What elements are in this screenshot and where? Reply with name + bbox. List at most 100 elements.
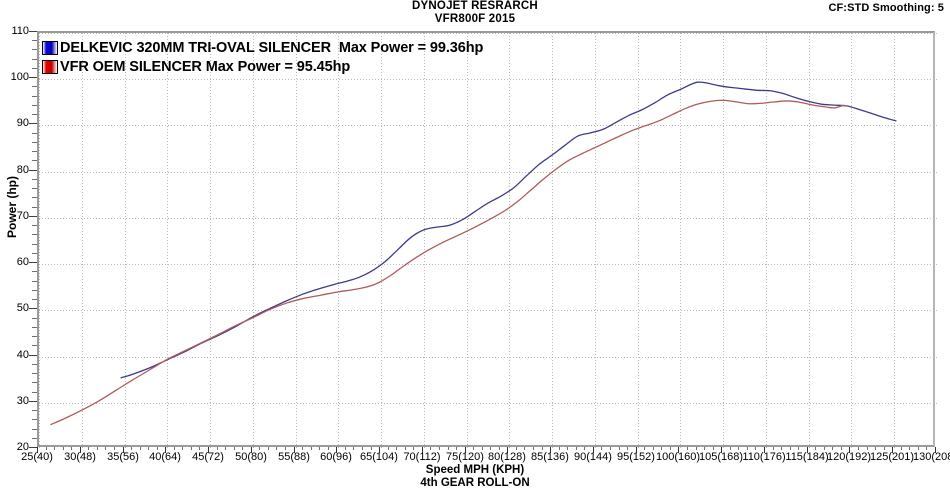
x-minor-tick — [738, 447, 739, 450]
x-tick-label: 65(104) — [360, 451, 398, 463]
x-minor-tick — [601, 447, 602, 450]
y-tick-label: 50 — [16, 302, 29, 314]
x-minor-tick — [790, 447, 791, 450]
y-minor-tick — [32, 142, 37, 143]
x-minor-tick — [54, 447, 55, 450]
x-minor-tick — [63, 447, 64, 450]
x-minor-tick — [148, 447, 149, 450]
x-minor-tick — [362, 447, 363, 450]
x-tick-label: 110(176) — [742, 451, 786, 463]
x-major-tick — [721, 447, 722, 453]
x-minor-tick — [524, 447, 525, 450]
y-major-tick — [29, 77, 37, 78]
x-tick-label: 60(96) — [320, 451, 352, 463]
x-tick-label: 35(56) — [107, 451, 139, 463]
plot-area — [37, 31, 937, 449]
x-major-tick — [678, 447, 679, 453]
cf-smoothing-label: CF:STD Smoothing: 5 — [828, 2, 944, 14]
x-minor-tick — [644, 447, 645, 450]
x-minor-tick — [448, 447, 449, 450]
y-minor-tick — [32, 151, 37, 152]
x-minor-tick — [584, 447, 585, 450]
x-major-tick — [507, 447, 508, 453]
y-minor-tick — [32, 244, 37, 245]
x-minor-tick — [388, 447, 389, 450]
x-minor-tick — [217, 447, 218, 450]
x-tick-label: 30(48) — [64, 451, 96, 463]
y-minor-tick — [32, 290, 37, 291]
x-axis-subtitle: 4th GEAR ROLL-ON — [420, 477, 530, 489]
y-minor-tick — [32, 336, 37, 337]
y-minor-tick — [32, 40, 37, 41]
y-minor-tick — [32, 392, 37, 393]
y-minor-tick — [32, 86, 37, 87]
y-minor-tick — [32, 318, 37, 319]
x-minor-tick — [371, 447, 372, 450]
y-minor-tick — [32, 114, 37, 115]
y-minor-tick — [32, 179, 37, 180]
y-minor-tick — [32, 373, 37, 374]
x-tick-label: 80(128) — [488, 451, 526, 463]
x-minor-tick — [627, 447, 628, 450]
y-minor-tick — [32, 281, 37, 282]
x-major-tick — [849, 447, 850, 453]
x-minor-tick — [71, 447, 72, 450]
x-tick-label: 115(184) — [785, 451, 829, 463]
legend-item-oem: VFR OEM SILENCER Max Power = 95.45hp — [42, 57, 483, 76]
x-tick-label: 85(136) — [531, 451, 569, 463]
x-axis-tickmarks — [37, 447, 936, 454]
legend-label-delkevic: DELKEVIC 320MM TRI-OVAL SILENCER Max Pow… — [60, 39, 484, 56]
y-minor-tick — [32, 419, 37, 420]
x-tick-label: 120(192) — [826, 451, 872, 463]
x-minor-tick — [311, 447, 312, 450]
x-minor-tick — [199, 447, 200, 450]
y-major-tick — [29, 170, 37, 171]
x-minor-tick — [875, 447, 876, 450]
x-major-tick — [37, 447, 38, 453]
x-minor-tick — [157, 447, 158, 450]
x-minor-tick — [559, 447, 560, 450]
x-major-tick — [294, 447, 295, 453]
y-tick-label: 100 — [10, 71, 29, 83]
data-curves — [50, 81, 897, 426]
x-minor-tick — [413, 447, 414, 450]
x-minor-tick — [456, 447, 457, 450]
x-minor-tick — [661, 447, 662, 450]
x-minor-tick — [730, 447, 731, 450]
x-minor-tick — [884, 447, 885, 450]
x-minor-tick — [653, 447, 654, 450]
x-tick-label: 70(112) — [403, 451, 441, 463]
x-tick-label: 25(40) — [21, 451, 53, 463]
x-minor-tick — [225, 447, 226, 450]
x-major-tick — [892, 447, 893, 453]
x-minor-tick — [696, 447, 697, 450]
y-tick-label: 90 — [16, 117, 29, 129]
x-minor-tick — [140, 447, 141, 450]
y-tick-label: 70 — [16, 210, 29, 222]
y-minor-tick — [32, 299, 37, 300]
x-minor-tick — [46, 447, 47, 450]
x-minor-tick — [353, 447, 354, 450]
x-minor-tick — [405, 447, 406, 450]
y-major-tick — [29, 401, 37, 402]
x-tick-label: 100(160) — [655, 451, 701, 463]
x-minor-tick — [901, 447, 902, 450]
y-minor-tick — [32, 234, 37, 235]
y-minor-tick — [32, 133, 37, 134]
x-minor-tick — [576, 447, 577, 450]
x-minor-tick — [174, 447, 175, 450]
x-minor-tick — [610, 447, 611, 450]
y-tick-label: 20 — [16, 441, 29, 453]
x-major-tick — [764, 447, 765, 453]
y-minor-tick — [32, 364, 37, 365]
y-major-tick — [29, 31, 37, 32]
x-axis-title: Speed MPH (KPH) — [425, 464, 525, 476]
x-tick-label: 95(152) — [617, 451, 655, 463]
y-tick-label: 80 — [16, 164, 29, 176]
x-minor-tick — [926, 447, 927, 450]
x-minor-tick — [259, 447, 260, 450]
y-minor-tick — [32, 188, 37, 189]
x-minor-tick — [567, 447, 568, 450]
x-major-tick — [208, 447, 209, 453]
page-subtitle: VFR800F 2015 — [434, 13, 516, 25]
